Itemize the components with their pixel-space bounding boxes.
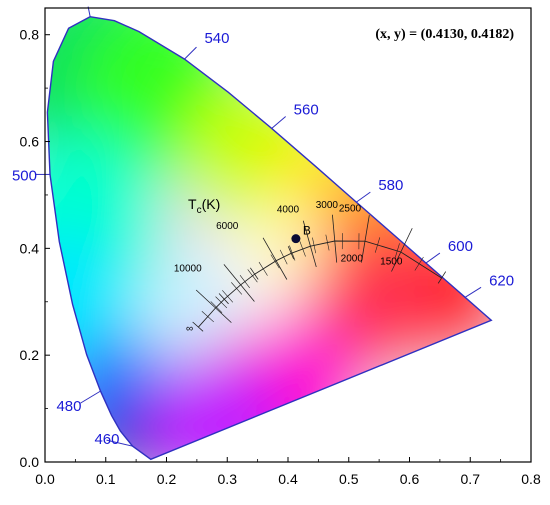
- isotherm-line: [391, 228, 413, 272]
- isotherm-line: [332, 214, 338, 263]
- isotherm-line: [223, 264, 255, 302]
- data-point-b: [291, 234, 301, 244]
- x-tick-label: 0.4: [278, 471, 298, 487]
- locus-minor-tick: [299, 241, 306, 257]
- locus-minor-tick: [247, 269, 258, 283]
- locus-minor-tick: [201, 311, 214, 323]
- x-tick-label: 0.0: [35, 471, 55, 487]
- locus-minor-tick: [325, 234, 330, 251]
- y-tick-label: 0.6: [20, 134, 40, 150]
- wavelength-leader-line: [425, 252, 441, 264]
- x-tick-label: 0.1: [96, 471, 116, 487]
- cct-axis-label: Tc(K): [188, 196, 220, 216]
- x-tick-label: 0.8: [521, 471, 541, 487]
- infinity-mark: ∞: [186, 324, 193, 335]
- y-tick-label: 0.8: [20, 27, 40, 43]
- locus-minor-tick: [231, 282, 243, 295]
- y-axis-ticks: 0.0 0.2 0.4 0.6 0.8: [20, 27, 50, 470]
- cct-label: 3000: [316, 200, 339, 211]
- wavelength-label: 580: [378, 177, 403, 194]
- wavelength-leader-line: [271, 116, 286, 129]
- x-tick-label: 0.6: [400, 471, 420, 487]
- locus-minor-tick: [210, 301, 223, 313]
- locus-minor-tick: [289, 245, 296, 261]
- isotherm-line: [287, 246, 295, 260]
- locus-minor-tick: [374, 237, 381, 253]
- isotherm-line: [192, 321, 204, 332]
- isotherm-line: [262, 237, 288, 280]
- coordinate-readout: (x, y) = (0.4130, 0.4182): [375, 27, 514, 42]
- wavelength-leader-line: [356, 191, 371, 203]
- isotherm-line: [249, 267, 259, 280]
- wavelength-label: 540: [204, 30, 229, 47]
- locus-minor-tick: [414, 256, 424, 271]
- cct-label: 2000: [341, 254, 364, 265]
- cct-label: 6000: [216, 221, 239, 232]
- wavelength-leader-line: [80, 390, 101, 404]
- wavelength-leader-line: [106, 439, 133, 447]
- isotherm-line: [195, 289, 232, 323]
- x-tick-label: 0.3: [218, 471, 238, 487]
- wavelength-label: 620: [489, 272, 514, 289]
- x-tick-label: 0.5: [339, 471, 359, 487]
- wavelength-leader-line: [464, 286, 482, 298]
- wavelength-label: 480: [56, 398, 81, 415]
- locus-minor-tick: [394, 243, 400, 259]
- wavelength-label: 600: [448, 238, 473, 255]
- isotherm-line: [361, 215, 370, 263]
- x-tick-label: 0.2: [157, 471, 177, 487]
- locus-minor-tick: [270, 254, 280, 269]
- spectral-locus-outline: [46, 15, 493, 461]
- isotherm-line: [302, 220, 317, 268]
- y-tick-label: 0.0: [20, 454, 40, 470]
- wavelength-leader-line: [184, 46, 197, 60]
- locus-minor-tick: [215, 296, 228, 309]
- wavelength-labels: 460 480 500 520 540 560 580 600 620: [12, 0, 514, 448]
- wavelength-label: 560: [294, 101, 319, 118]
- data-point-label: B: [303, 224, 311, 238]
- y-tick-label: 0.4: [20, 240, 40, 256]
- x-axis-ticks: 0.0 0.1 0.2 0.3 0.4 0.5 0.6 0.7 0.8: [35, 457, 541, 487]
- isotherm-line: [437, 271, 447, 284]
- planckian-locus-group: 10000 6000 4000 3000 2500 2000 1500 Tc(K) ∞: [174, 196, 447, 335]
- wavelength-label: 460: [94, 431, 119, 448]
- cct-label: 2500: [339, 203, 362, 214]
- cct-label: 1500: [380, 256, 403, 267]
- wavelength-label: 500: [12, 167, 37, 184]
- isotherm-line: [218, 293, 229, 305]
- y-tick-label: 0.2: [20, 347, 40, 363]
- cct-label: 10000: [174, 263, 202, 274]
- data-point-group: B: [291, 224, 311, 244]
- locus-minor-tick: [258, 261, 268, 276]
- wavelength-label: 520: [74, 0, 99, 3]
- locus-minor-tick: [312, 237, 317, 254]
- locus-minor-tick: [279, 249, 288, 265]
- locus-minor-tick: [239, 275, 250, 289]
- x-tick-label: 0.7: [461, 471, 481, 487]
- locus-minor-tick: [222, 290, 234, 303]
- cct-label: 4000: [277, 205, 300, 216]
